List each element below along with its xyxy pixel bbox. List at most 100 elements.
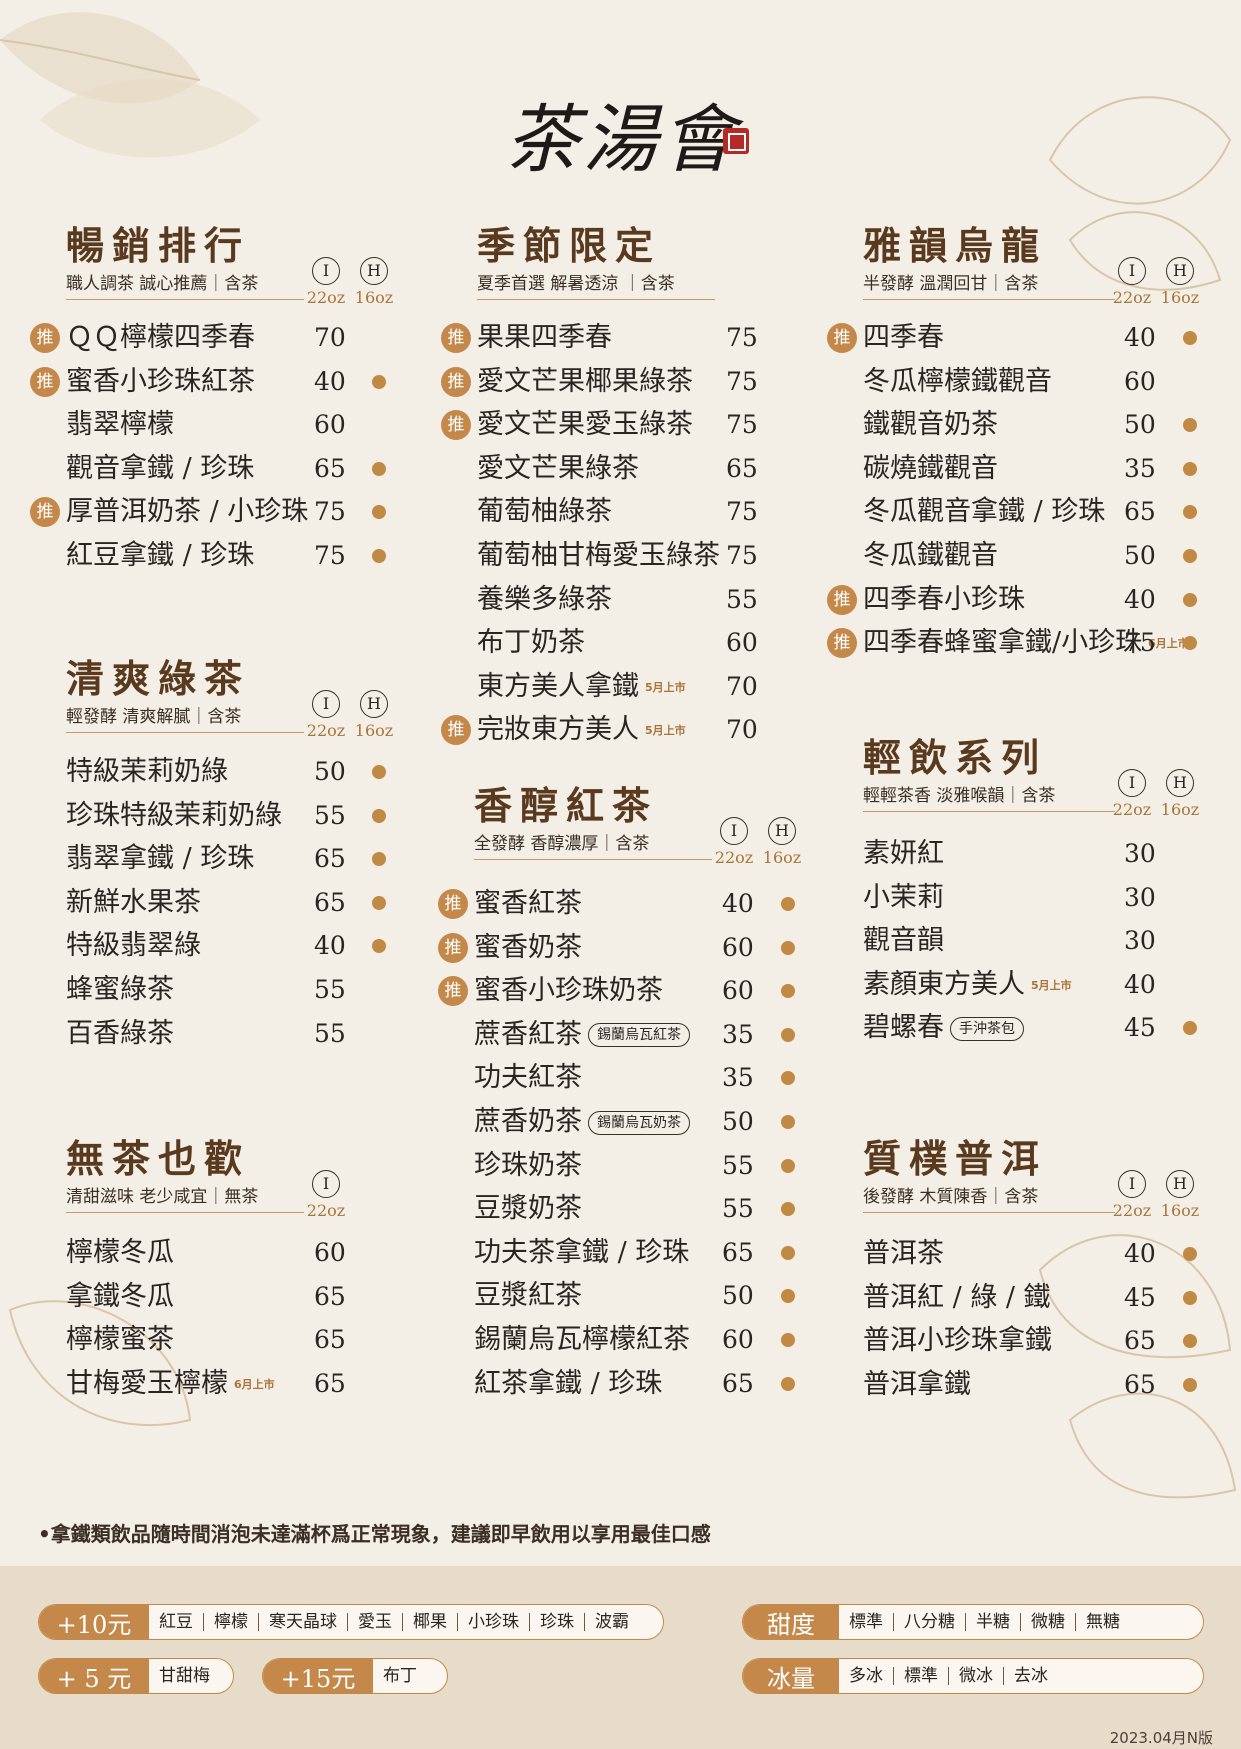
menu-item[interactable]: 功夫茶拿鐵 / 珍珠 bbox=[474, 1233, 689, 1273]
iced-size: I 22oz bbox=[714, 817, 754, 867]
menu-item[interactable]: 愛文芒果愛玉綠茶 bbox=[477, 405, 693, 445]
recommend-badge: 推 bbox=[438, 932, 468, 963]
menu-item[interactable]: 冬瓜鐵觀音 bbox=[863, 536, 998, 576]
menu-item[interactable]: 普洱小珍珠拿鐵 bbox=[863, 1321, 1052, 1361]
menu-item[interactable]: 碳燒鐵觀音 bbox=[863, 449, 998, 489]
menu-item[interactable]: 蜜香小珍珠奶茶 bbox=[474, 971, 663, 1011]
hot-available-dot bbox=[1183, 1334, 1197, 1349]
menu-item[interactable]: 檸檬冬瓜 bbox=[66, 1233, 174, 1273]
menu-item[interactable]: 翡翠拿鐵 / 珍珠 bbox=[66, 839, 254, 879]
size-indicators: I 22oz H 16oz bbox=[714, 817, 802, 867]
option-item: 珍珠 bbox=[530, 1613, 585, 1631]
menu-item[interactable]: 拿鐵冬瓜 bbox=[66, 1277, 174, 1317]
menu-item-price: 55 bbox=[722, 1194, 754, 1224]
menu-item[interactable]: 特級茉莉奶綠 bbox=[66, 752, 228, 792]
menu-item[interactable]: 普洱拿鐵 bbox=[863, 1365, 971, 1405]
iced-icon: I bbox=[312, 1170, 340, 1198]
menu-item[interactable]: 珍珠特級茉莉奶綠 bbox=[66, 796, 282, 836]
menu-item[interactable]: 錫蘭烏瓦檸檬紅茶 bbox=[474, 1320, 690, 1360]
menu-item-price: 75 bbox=[1124, 628, 1156, 658]
recommend-badge: 推 bbox=[441, 410, 471, 441]
hot-available-dot bbox=[372, 505, 386, 520]
menu-item[interactable]: 鐵觀音奶茶 bbox=[863, 405, 998, 445]
menu-item[interactable]: 碧螺春 手沖茶包 bbox=[863, 1008, 1024, 1048]
size-oz: 16oz bbox=[1160, 1201, 1200, 1220]
menu-item-price: 65 bbox=[314, 887, 346, 917]
ice-bar: 冰量 多冰 標準 微冰 去冰 bbox=[742, 1658, 1204, 1694]
menu-item[interactable]: 素妍紅 bbox=[863, 834, 944, 874]
menu-item[interactable]: 豆漿紅茶 bbox=[474, 1276, 582, 1316]
menu-item[interactable]: 厚普洱奶茶 / 小珍珠 bbox=[66, 492, 308, 532]
section-subtitle: 夏季首選 解暑透涼 ｜含茶 bbox=[477, 273, 715, 300]
menu-item[interactable]: 百香綠茶 bbox=[66, 1014, 174, 1054]
menu-item[interactable]: 四季春 bbox=[863, 318, 944, 358]
menu-item[interactable]: 蔗香奶茶 錫蘭烏瓦奶茶 bbox=[474, 1102, 690, 1142]
menu-item-price: 35 bbox=[1124, 453, 1156, 483]
menu-item-name: 冬瓜觀音拿鐵 / 珍珠 bbox=[863, 496, 1106, 528]
section-title: 雅韻烏龍 bbox=[863, 223, 1048, 268]
menu-item[interactable]: 冬瓜觀音拿鐵 / 珍珠 bbox=[863, 492, 1105, 532]
iced-icon: I bbox=[312, 257, 340, 285]
menu-item[interactable]: 觀音拿鐵 / 珍珠 bbox=[66, 449, 254, 489]
menu-item[interactable]: 檸檬蜜茶 bbox=[66, 1320, 174, 1360]
menu-item[interactable]: 普洱茶 bbox=[863, 1234, 944, 1274]
iced-icon: I bbox=[720, 817, 748, 845]
menu-item[interactable]: 素顏東方美人 5月上市 bbox=[863, 965, 1072, 1005]
menu-item[interactable]: 四季春蜂蜜拿鐵/小珍珠 6月上市 bbox=[863, 623, 1189, 663]
hot-available-dot bbox=[781, 984, 795, 999]
menu-item[interactable]: 冬瓜檸檬鐵觀音 bbox=[863, 362, 1052, 402]
menu-item[interactable]: 愛文芒果綠茶 bbox=[477, 449, 639, 489]
menu-item[interactable]: 養樂多綠茶 bbox=[477, 580, 612, 620]
menu-item-name: 拿鐵冬瓜 bbox=[66, 1280, 174, 1312]
option-item: 標準 bbox=[839, 1613, 894, 1631]
menu-item-name: 四季春小珍珠 bbox=[863, 583, 1025, 615]
menu-item[interactable]: 布丁奶茶 bbox=[477, 623, 585, 663]
size-oz: 22oz bbox=[306, 288, 346, 307]
hot-icon: H bbox=[1166, 769, 1194, 797]
recommend-badge: 推 bbox=[827, 628, 857, 659]
menu-item-price: 40 bbox=[1124, 584, 1156, 614]
recommend-badge: 推 bbox=[827, 584, 857, 615]
menu-item[interactable]: 蜂蜜綠茶 bbox=[66, 970, 174, 1010]
menu-item[interactable]: 紅豆拿鐵 / 珍珠 bbox=[66, 536, 254, 576]
menu-item[interactable]: 珍珠奶茶 bbox=[474, 1146, 582, 1186]
section-title: 無茶也歡 bbox=[66, 1136, 251, 1181]
menu-item[interactable]: 蜜香紅茶 bbox=[474, 884, 582, 924]
menu-item[interactable]: 功夫紅茶 bbox=[474, 1058, 582, 1098]
menu-item[interactable]: 蔗香紅茶 錫蘭烏瓦紅茶 bbox=[474, 1015, 690, 1055]
menu-item[interactable]: 觀音韻 bbox=[863, 921, 944, 961]
menu-item[interactable]: ＱＱ檸檬四季春 bbox=[66, 318, 255, 358]
menu-item[interactable]: 豆漿奶茶 bbox=[474, 1189, 582, 1229]
menu-item-price: 35 bbox=[722, 1019, 754, 1049]
menu-item[interactable]: 蜜香小珍珠紅茶 bbox=[66, 362, 255, 402]
iced-size: I 22oz bbox=[1112, 1170, 1152, 1220]
menu-item-name: 蜜香紅茶 bbox=[474, 888, 582, 919]
menu-item-price: 45 bbox=[1124, 1282, 1156, 1312]
menu-item[interactable]: 完妝東方美人 5月上市 bbox=[477, 710, 686, 750]
menu-item-price: 75 bbox=[726, 410, 758, 440]
launch-month-tag: 5月上市 bbox=[645, 724, 686, 738]
hot-available-dot bbox=[1183, 331, 1197, 345]
menu-item[interactable]: 果果四季春 bbox=[477, 318, 612, 358]
menu-item-price: 40 bbox=[1124, 323, 1156, 352]
menu-item[interactable]: 甘梅愛玉檸檬 6月上市 bbox=[66, 1364, 275, 1404]
menu-item[interactable]: 愛文芒果椰果綠茶 bbox=[477, 362, 693, 402]
menu-item[interactable]: 四季春小珍珠 bbox=[863, 580, 1025, 620]
recommend-badge: 推 bbox=[441, 323, 471, 353]
menu-item[interactable]: 特級翡翠綠 bbox=[66, 926, 201, 966]
menu-item[interactable]: 新鮮水果茶 bbox=[66, 883, 201, 923]
menu-item[interactable]: 東方美人拿鐵 5月上市 bbox=[477, 667, 686, 707]
option-item: 椰果 bbox=[403, 1613, 458, 1631]
menu-item[interactable]: 普洱紅 / 綠 / 鐵 bbox=[863, 1278, 1051, 1318]
menu-item-price: 50 bbox=[1124, 541, 1156, 570]
menu-item[interactable]: 葡萄柚綠茶 bbox=[477, 492, 612, 532]
menu-item[interactable]: 葡萄柚甘梅愛玉綠茶 bbox=[477, 536, 720, 576]
menu-item-name: 普洱紅 / 綠 / 鐵 bbox=[863, 1281, 1051, 1313]
option-item: 甘甜梅 bbox=[159, 1666, 210, 1686]
menu-item[interactable]: 小茉莉 bbox=[863, 878, 944, 918]
option-item: 檸檬 bbox=[204, 1613, 259, 1631]
variant-pill: 錫蘭烏瓦紅茶 bbox=[588, 1023, 690, 1048]
menu-item[interactable]: 紅茶拿鐵 / 珍珠 bbox=[474, 1364, 662, 1404]
menu-item[interactable]: 蜜香奶茶 bbox=[474, 928, 582, 968]
menu-item[interactable]: 翡翠檸檬 bbox=[66, 405, 174, 445]
